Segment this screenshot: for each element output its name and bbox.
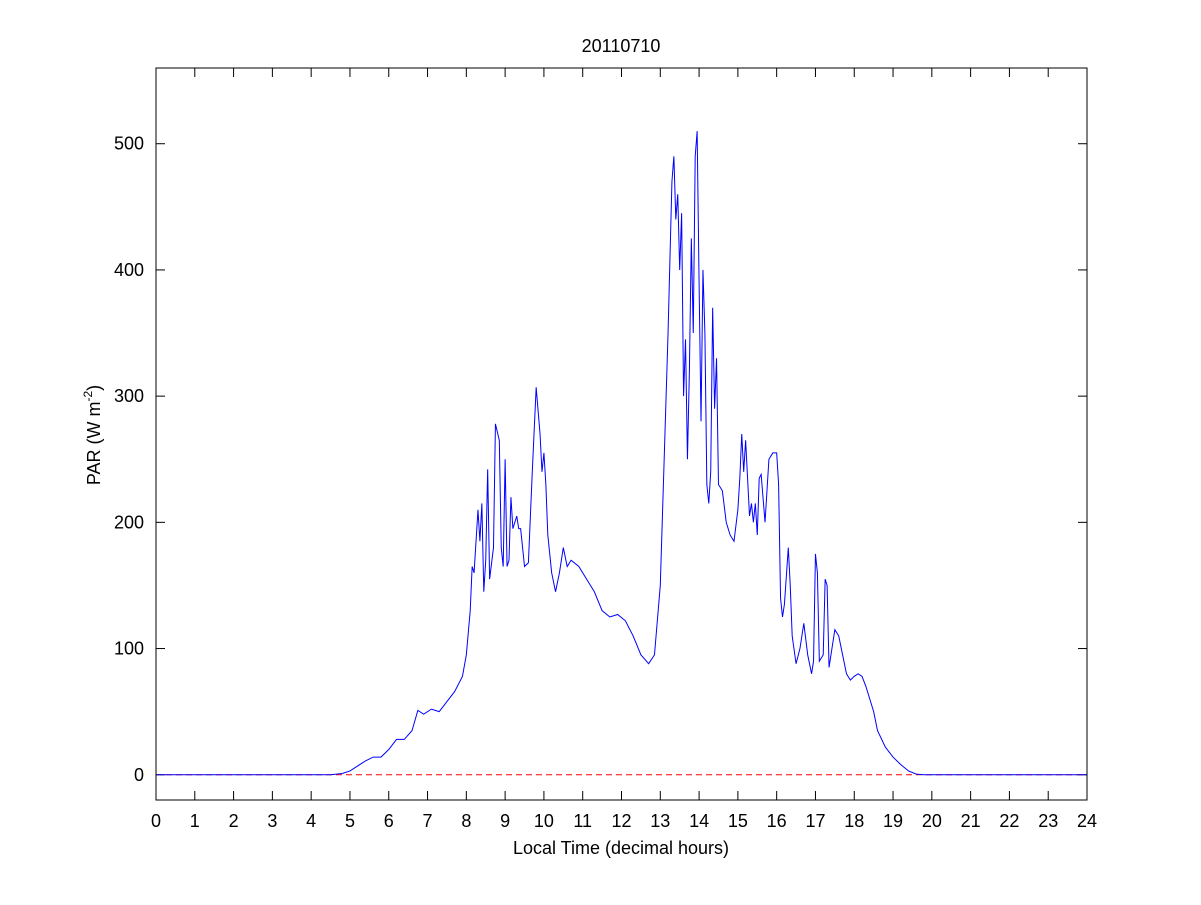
x-axis-label: Local Time (decimal hours) <box>513 838 729 858</box>
x-tick-label: 2 <box>229 811 239 831</box>
x-tick-label: 7 <box>423 811 433 831</box>
y-tick-label: 0 <box>134 765 144 785</box>
data-line <box>156 131 1087 776</box>
axes-box <box>155 67 1088 801</box>
x-tick-label: 9 <box>500 811 510 831</box>
chart-title: 20110710 <box>582 36 661 56</box>
x-tick-label: 20 <box>922 811 942 831</box>
y-tick-label: 200 <box>114 512 144 532</box>
x-tick-label: 1 <box>190 811 200 831</box>
x-tick-label: 22 <box>999 811 1019 831</box>
x-tick-label: 13 <box>650 811 670 831</box>
x-tick-label: 11 <box>573 811 592 831</box>
x-tick-label: 8 <box>461 811 471 831</box>
x-tick-label: 14 <box>689 811 709 831</box>
y-label-superscript: -2 <box>81 391 95 402</box>
x-tick-label: 6 <box>384 811 394 831</box>
x-tick-label: 12 <box>611 811 631 831</box>
y-label-end: ) <box>84 385 104 391</box>
y-axis-label: PAR (W m-2) <box>81 385 104 485</box>
x-tick-label: 17 <box>805 811 825 831</box>
x-tick-label: 19 <box>883 811 903 831</box>
x-tick-label: 3 <box>267 811 277 831</box>
y-tick-label: 100 <box>114 639 144 659</box>
x-tick-label: 10 <box>534 811 554 831</box>
x-tick-label: 18 <box>844 811 864 831</box>
x-tick-label: 16 <box>767 811 787 831</box>
x-tick-label: 23 <box>1038 811 1058 831</box>
x-tick-label: 24 <box>1077 811 1097 831</box>
x-tick-label: 0 <box>151 811 161 831</box>
x-tick-label: 21 <box>961 811 981 831</box>
x-tick-label: 4 <box>306 811 316 831</box>
x-tick-label: 15 <box>728 811 748 831</box>
y-tick-label: 500 <box>114 134 144 154</box>
x-tick-label: 5 <box>345 811 355 831</box>
y-tick-label: 300 <box>114 386 144 406</box>
y-tick-label: 400 <box>114 260 144 280</box>
y-label-text: PAR (W m <box>84 402 104 486</box>
plot-area <box>156 68 1087 800</box>
